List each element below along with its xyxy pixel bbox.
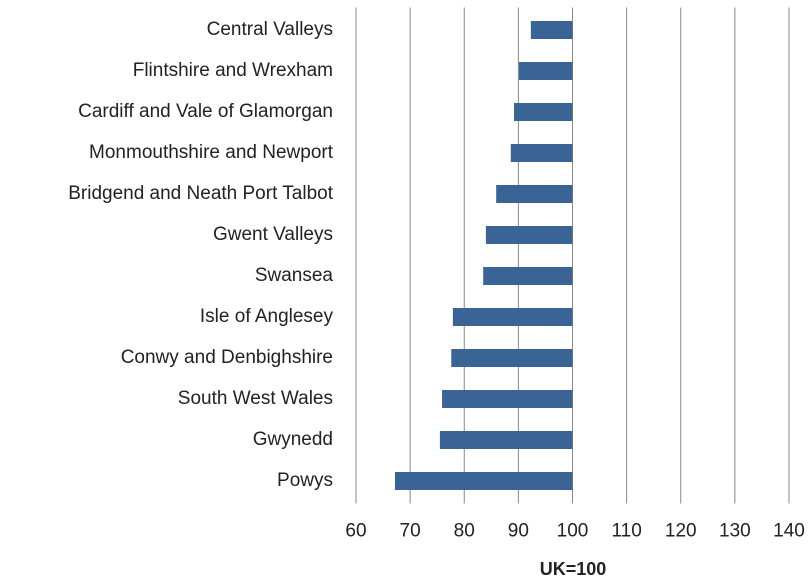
bar <box>485 226 573 244</box>
y-tick-label: Powys <box>277 470 333 491</box>
bar <box>452 308 573 326</box>
y-tick-label: Bridgend and Neath Port Talbot <box>68 183 333 204</box>
bar <box>439 431 573 449</box>
bar <box>483 267 573 285</box>
x-tick-label: 80 <box>454 521 475 542</box>
y-tick-label: Flintshire and Wrexham <box>133 60 333 81</box>
x-tick-label: 100 <box>557 521 589 542</box>
x-axis-label: UK=100 <box>540 559 607 579</box>
x-tick-label: 130 <box>719 521 751 542</box>
x-tick-label: 60 <box>345 521 366 542</box>
x-tick-label: 110 <box>611 521 641 542</box>
y-tick-label: Monmouthshire and Newport <box>89 142 334 163</box>
bar <box>451 349 573 367</box>
bar <box>496 185 573 203</box>
y-tick-label: Cardiff and Vale of Glamorgan <box>78 101 333 122</box>
y-tick-label: Isle of Anglesey <box>200 306 334 327</box>
bar <box>442 390 573 408</box>
bar <box>510 144 573 162</box>
y-tick-label: Swansea <box>255 265 334 286</box>
y-tick-label: Gwynedd <box>253 429 333 450</box>
y-tick-label: Central Valleys <box>207 19 333 40</box>
x-tick-label: 140 <box>773 521 805 542</box>
x-tick-label: 70 <box>400 521 421 542</box>
x-tick-label: 120 <box>665 521 697 542</box>
bar <box>518 62 573 80</box>
bar <box>514 103 573 121</box>
x-tick-label: 90 <box>508 521 529 542</box>
y-tick-label: Gwent Valleys <box>213 224 333 245</box>
y-tick-label: Conwy and Denbighshire <box>121 347 333 368</box>
bar <box>394 472 573 490</box>
y-tick-label: South West Wales <box>178 388 333 409</box>
bar <box>530 21 573 39</box>
